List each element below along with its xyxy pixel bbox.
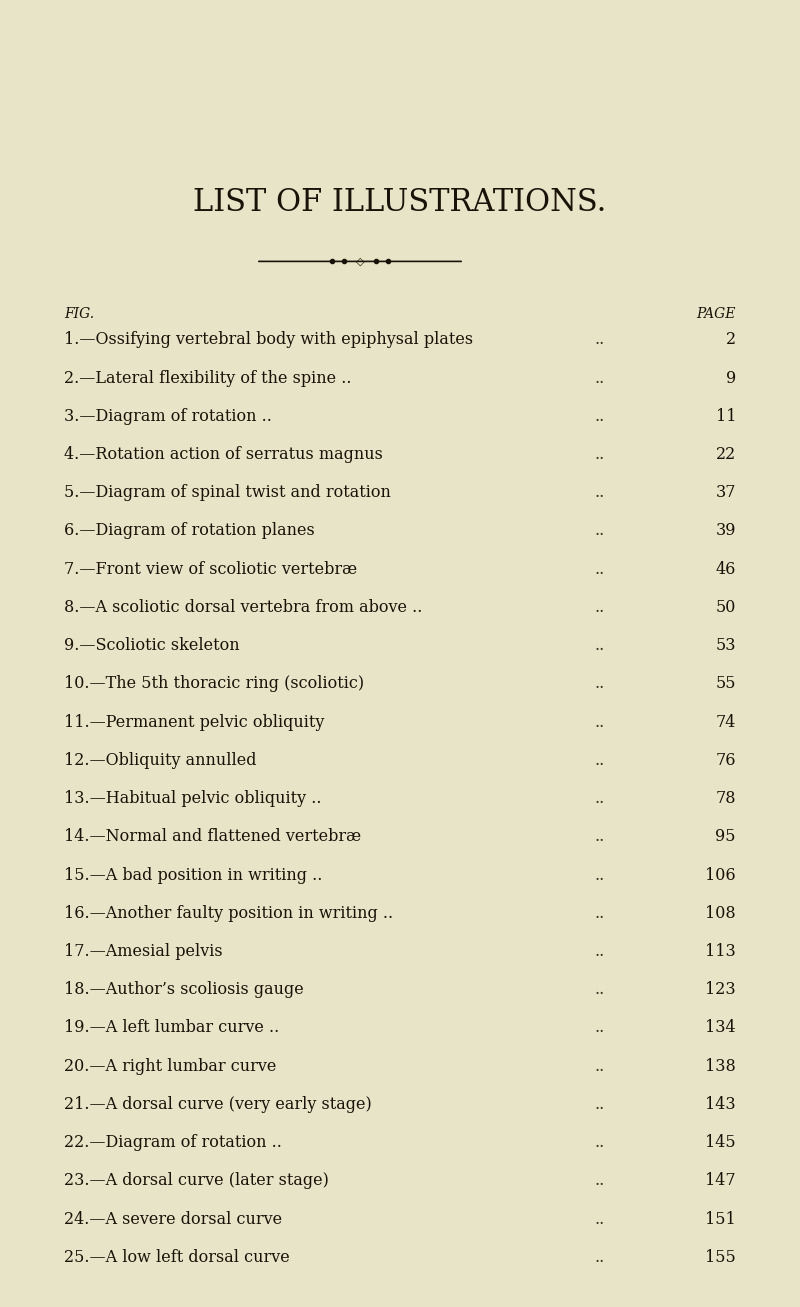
Text: ..: .. <box>595 370 605 387</box>
Text: 12.—Obliquity annulled: 12.—Obliquity annulled <box>64 752 257 769</box>
Text: 46: 46 <box>716 561 736 578</box>
Text: 25.—A low left dorsal curve: 25.—A low left dorsal curve <box>64 1248 290 1266</box>
Text: 143: 143 <box>706 1095 736 1114</box>
Text: 2: 2 <box>726 331 736 349</box>
Text: ..: .. <box>595 1019 605 1036</box>
Text: 11.—Permanent pelvic obliquity: 11.—Permanent pelvic obliquity <box>64 714 324 731</box>
Text: 9.—Scoliotic skeleton: 9.—Scoliotic skeleton <box>64 637 240 655</box>
Text: 15.—A bad position in writing ..: 15.—A bad position in writing .. <box>64 867 322 884</box>
Text: 16.—Another faulty position in writing ..: 16.—Another faulty position in writing .… <box>64 904 393 921</box>
Text: 23.—A dorsal curve (later stage): 23.—A dorsal curve (later stage) <box>64 1172 329 1189</box>
Text: 22: 22 <box>716 446 736 463</box>
Text: 113: 113 <box>706 942 736 961</box>
Text: 74: 74 <box>716 714 736 731</box>
Text: ..: .. <box>595 1172 605 1189</box>
Text: ..: .. <box>595 331 605 349</box>
Text: 7.—Front view of scoliotic vertebræ: 7.—Front view of scoliotic vertebræ <box>64 561 357 578</box>
Text: ..: .. <box>595 904 605 921</box>
Text: 17.—Amesial pelvis: 17.—Amesial pelvis <box>64 942 222 961</box>
Text: 13.—Habitual pelvic obliquity ..: 13.—Habitual pelvic obliquity .. <box>64 789 322 808</box>
Text: ..: .. <box>595 982 605 999</box>
Text: 145: 145 <box>706 1134 736 1151</box>
Text: 95: 95 <box>715 829 736 846</box>
Text: 155: 155 <box>706 1248 736 1266</box>
Text: LIST OF ILLUSTRATIONS.: LIST OF ILLUSTRATIONS. <box>194 187 606 218</box>
Text: ..: .. <box>595 1057 605 1074</box>
Text: 6.—Diagram of rotation planes: 6.—Diagram of rotation planes <box>64 523 314 540</box>
Text: 3.—Diagram of rotation ..: 3.—Diagram of rotation .. <box>64 408 272 425</box>
Text: 37: 37 <box>715 484 736 502</box>
Text: ..: .. <box>595 1134 605 1151</box>
Text: 55: 55 <box>715 676 736 693</box>
Text: ..: .. <box>595 829 605 846</box>
Text: ..: .. <box>595 523 605 540</box>
Text: ..: .. <box>595 1248 605 1266</box>
Text: 106: 106 <box>706 867 736 884</box>
Text: ..: .. <box>595 446 605 463</box>
Text: ..: .. <box>595 599 605 616</box>
Text: 2.—Lateral flexibility of the spine ..: 2.—Lateral flexibility of the spine .. <box>64 370 351 387</box>
Text: ..: .. <box>595 408 605 425</box>
Text: 39: 39 <box>715 523 736 540</box>
Text: 9: 9 <box>726 370 736 387</box>
Text: 20.—A right lumbar curve: 20.—A right lumbar curve <box>64 1057 276 1074</box>
Text: ..: .. <box>595 789 605 808</box>
Text: ..: .. <box>595 942 605 961</box>
Text: 76: 76 <box>715 752 736 769</box>
Text: 21.—A dorsal curve (very early stage): 21.—A dorsal curve (very early stage) <box>64 1095 372 1114</box>
Text: 4.—Rotation action of serratus magnus: 4.—Rotation action of serratus magnus <box>64 446 383 463</box>
Text: ..: .. <box>595 714 605 731</box>
Text: 78: 78 <box>715 789 736 808</box>
Text: 123: 123 <box>706 982 736 999</box>
Text: 134: 134 <box>706 1019 736 1036</box>
Text: 151: 151 <box>706 1210 736 1227</box>
Text: 22.—Diagram of rotation ..: 22.—Diagram of rotation .. <box>64 1134 282 1151</box>
Text: 18.—Author’s scoliosis gauge: 18.—Author’s scoliosis gauge <box>64 982 304 999</box>
Text: 53: 53 <box>715 637 736 655</box>
Text: 11: 11 <box>715 408 736 425</box>
Text: ◇: ◇ <box>356 256 364 267</box>
Text: ..: .. <box>595 561 605 578</box>
Text: ..: .. <box>595 752 605 769</box>
Text: ..: .. <box>595 1095 605 1114</box>
Text: ..: .. <box>595 1210 605 1227</box>
Text: 5.—Diagram of spinal twist and rotation: 5.—Diagram of spinal twist and rotation <box>64 484 391 502</box>
Text: 138: 138 <box>706 1057 736 1074</box>
Text: 10.—The 5th thoracic ring (scoliotic): 10.—The 5th thoracic ring (scoliotic) <box>64 676 364 693</box>
Text: 19.—A left lumbar curve ..: 19.—A left lumbar curve .. <box>64 1019 279 1036</box>
Text: 14.—Normal and flattened vertebræ: 14.—Normal and flattened vertebræ <box>64 829 361 846</box>
Text: ..: .. <box>595 676 605 693</box>
Text: ..: .. <box>595 867 605 884</box>
Text: ..: .. <box>595 484 605 502</box>
Text: 50: 50 <box>716 599 736 616</box>
Text: PAGE: PAGE <box>697 307 736 320</box>
Text: 8.—A scoliotic dorsal vertebra from above ..: 8.—A scoliotic dorsal vertebra from abov… <box>64 599 422 616</box>
Text: FIG.: FIG. <box>64 307 94 320</box>
Text: 1.—Ossifying vertebral body with epiphysal plates: 1.—Ossifying vertebral body with epiphys… <box>64 331 473 349</box>
Text: 147: 147 <box>706 1172 736 1189</box>
Text: ..: .. <box>595 637 605 655</box>
Text: 108: 108 <box>706 904 736 921</box>
Text: 24.—A severe dorsal curve: 24.—A severe dorsal curve <box>64 1210 282 1227</box>
